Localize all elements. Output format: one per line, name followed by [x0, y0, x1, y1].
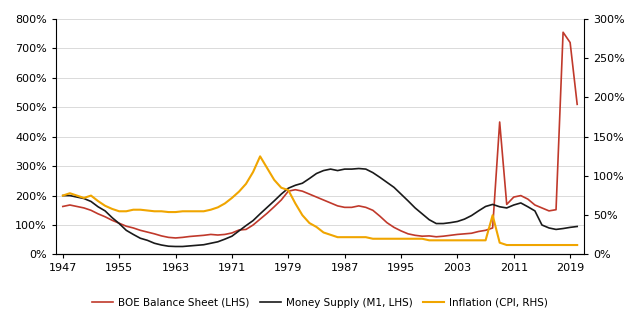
Inflation (CPI, RHS) — [573, 243, 581, 247]
Money Supply (M1, LHS) — [172, 245, 179, 249]
Money Supply (M1, LHS) — [538, 223, 546, 227]
Inflation (CPI, RHS) — [538, 243, 546, 247]
BOE Balance Sheet (LHS) — [348, 205, 356, 209]
Inflation (CPI, RHS) — [348, 235, 356, 239]
Inflation (CPI, RHS) — [172, 210, 179, 214]
Money Supply (M1, LHS) — [59, 194, 67, 197]
Line: BOE Balance Sheet (LHS): BOE Balance Sheet (LHS) — [63, 32, 577, 238]
Money Supply (M1, LHS) — [355, 167, 363, 171]
Money Supply (M1, LHS) — [348, 167, 356, 171]
BOE Balance Sheet (LHS) — [559, 30, 567, 34]
Legend: BOE Balance Sheet (LHS), Money Supply (M1, LHS), Inflation (CPI, RHS): BOE Balance Sheet (LHS), Money Supply (M… — [88, 294, 552, 312]
Money Supply (M1, LHS) — [362, 167, 370, 171]
Money Supply (M1, LHS) — [179, 245, 186, 249]
Money Supply (M1, LHS) — [235, 229, 243, 233]
Inflation (CPI, RHS) — [164, 210, 172, 214]
Inflation (CPI, RHS) — [59, 194, 67, 197]
BOE Balance Sheet (LHS) — [573, 102, 581, 106]
BOE Balance Sheet (LHS) — [59, 204, 67, 208]
BOE Balance Sheet (LHS) — [172, 236, 179, 240]
BOE Balance Sheet (LHS) — [179, 236, 186, 239]
Inflation (CPI, RHS) — [503, 243, 511, 247]
Inflation (CPI, RHS) — [228, 196, 236, 200]
Money Supply (M1, LHS) — [573, 224, 581, 228]
Inflation (CPI, RHS) — [256, 154, 264, 158]
Line: Money Supply (M1, LHS): Money Supply (M1, LHS) — [63, 169, 577, 247]
Line: Inflation (CPI, RHS): Inflation (CPI, RHS) — [63, 156, 577, 245]
Inflation (CPI, RHS) — [355, 235, 363, 239]
Money Supply (M1, LHS) — [164, 244, 172, 248]
BOE Balance Sheet (LHS) — [235, 228, 243, 232]
BOE Balance Sheet (LHS) — [164, 236, 172, 239]
BOE Balance Sheet (LHS) — [531, 203, 539, 207]
BOE Balance Sheet (LHS) — [355, 204, 363, 208]
